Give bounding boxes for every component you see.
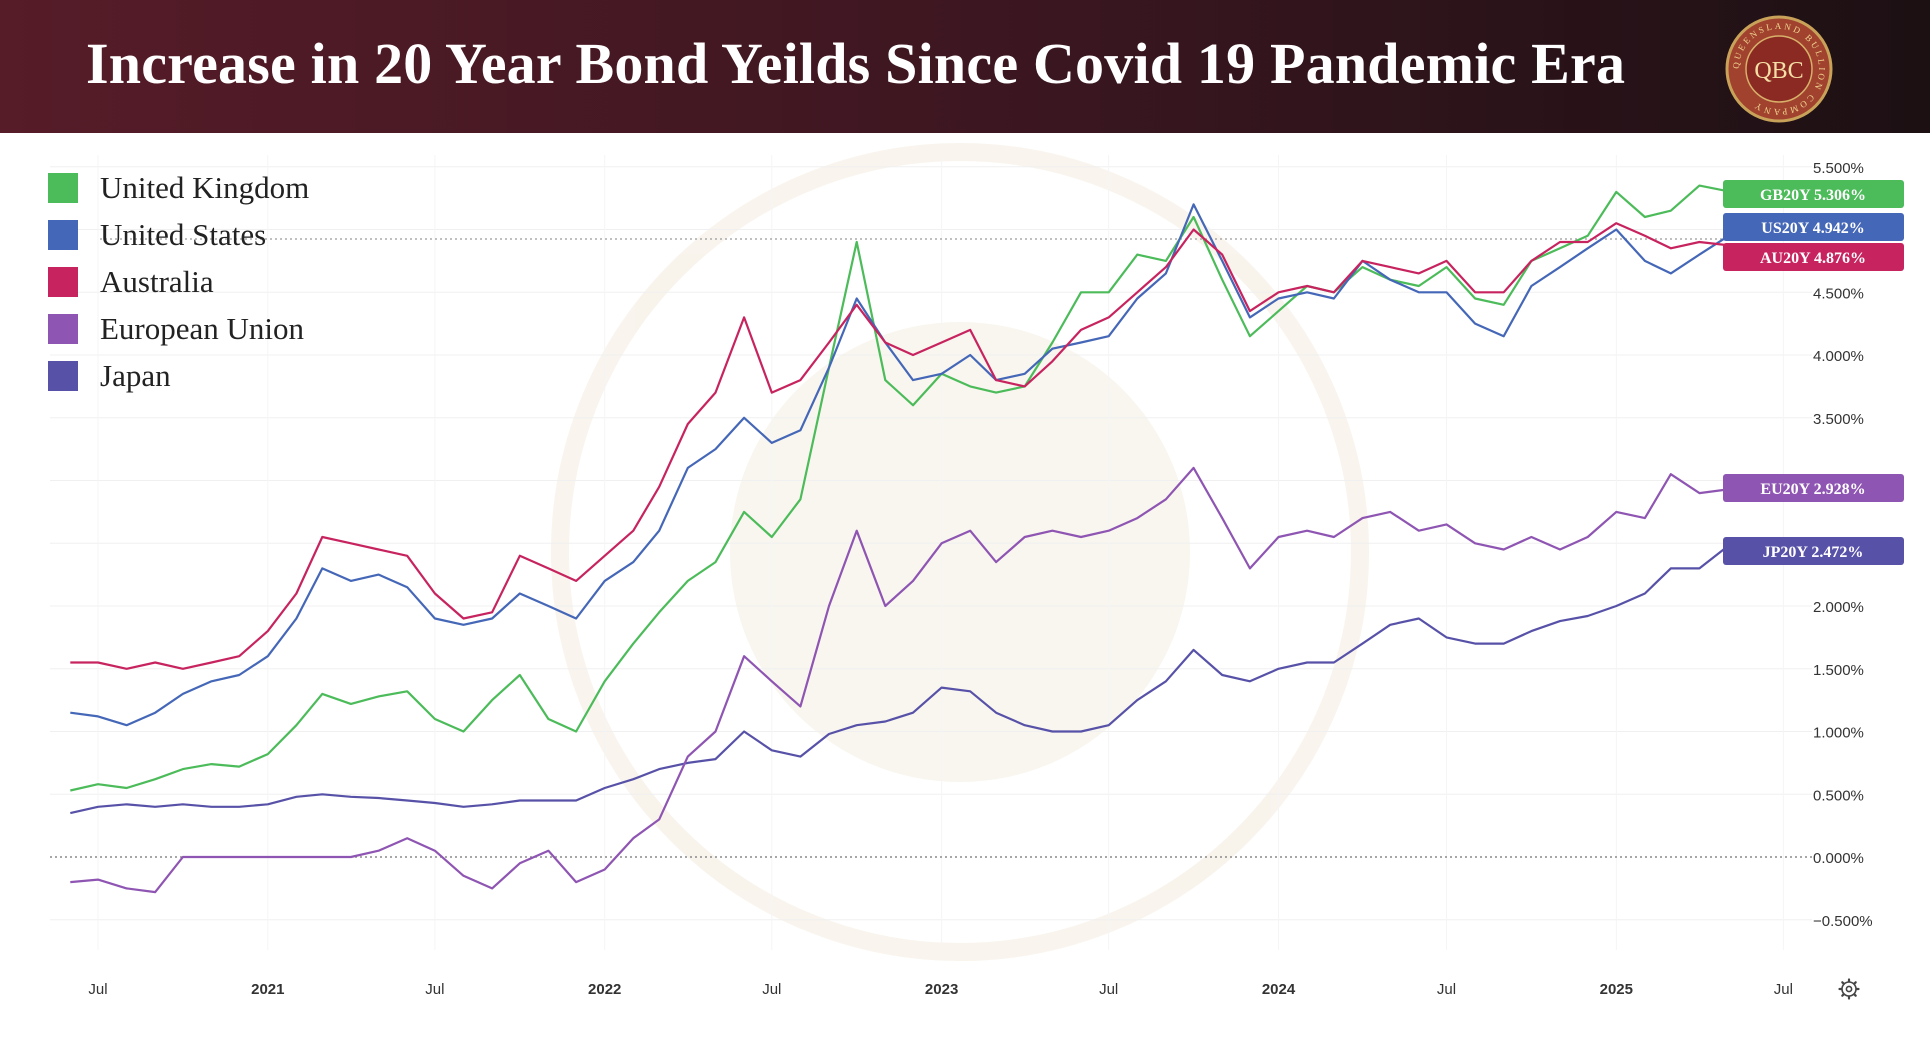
x-tick-label: 2024 [1262,981,1296,998]
x-tick-label: Jul [88,981,107,998]
series-line-gb20y [70,184,1728,792]
x-tick-label: 2022 [588,981,621,998]
qbc-logo: QUEENSLAND BULLION COMPANY QBC [1725,15,1833,123]
value-label-eu20y: EU20Y 2.928% [1760,481,1865,498]
legend-item-eu: European Union [48,305,309,352]
legend-swatch [48,360,78,391]
y-tick-label: −0.500% [1813,913,1873,930]
y-tick-label: 2.000% [1813,599,1864,616]
y-tick-label: 4.500% [1813,285,1864,302]
legend-item-au: Australia [48,258,309,305]
value-label-bg-gb20y [1723,180,1904,208]
legend-swatch [48,172,78,203]
y-tick-label: 0.000% [1813,850,1864,867]
series-line-us20y [70,203,1728,727]
y-tick-label: 1.500% [1813,662,1864,679]
legend-swatch [48,313,78,344]
x-tick-label: 2023 [925,981,958,998]
legend-label: Japan [100,357,171,393]
legend-item-jp: Japan [48,352,309,399]
series-line-au20y [70,222,1728,670]
value-label-bg-us20y [1723,213,1904,241]
y-tick-label: 4.000% [1813,348,1864,365]
watermark [551,143,1369,961]
page-title: Increase in 20 Year Bond Yeilds Since Co… [86,31,1626,96]
series-line-eu20y [70,466,1728,894]
value-label-us20y: US20Y 4.942% [1761,220,1864,237]
chart-legend: United Kingdom United States Australia E… [48,164,309,399]
value-label-jp20y: JP20Y 2.472% [1763,544,1864,561]
legend-label: United States [100,216,267,252]
legend-item-uk: United Kingdom [48,164,309,211]
legend-label: European Union [100,310,305,346]
y-tick-label: 0.500% [1813,787,1864,804]
gear-icon[interactable] [1838,978,1860,1000]
legend-swatch [48,219,78,250]
y-tick-label: 5.500% [1813,160,1864,177]
y-tick-label: 1.000% [1813,725,1864,742]
x-tick-label: 2025 [1600,981,1633,998]
legend-label: Australia [100,263,214,299]
y-tick-label: 3.500% [1813,411,1864,428]
value-label-bg-eu20y [1723,474,1904,502]
value-label-bg-jp20y [1723,537,1904,565]
value-label-au20y: AU20Y 4.876% [1760,250,1866,267]
header-banner: Increase in 20 Year Bond Yeilds Since Co… [0,0,1930,133]
x-tick-label: Jul [425,981,444,998]
legend-swatch [48,266,78,297]
value-label-gb20y: GB20Y 5.306% [1760,187,1866,204]
x-tick-label: Jul [1437,981,1456,998]
x-tick-label: 2021 [251,981,284,998]
logo-text: QBC [1754,58,1803,84]
x-tick-label: Jul [1774,981,1793,998]
x-tick-label: Jul [762,981,781,998]
series-line-jp20y [70,545,1728,815]
legend-label: United Kingdom [100,169,310,205]
legend-item-us: United States [48,211,309,258]
x-tick-label: Jul [1099,981,1118,998]
value-label-bg-au20y [1723,243,1904,271]
